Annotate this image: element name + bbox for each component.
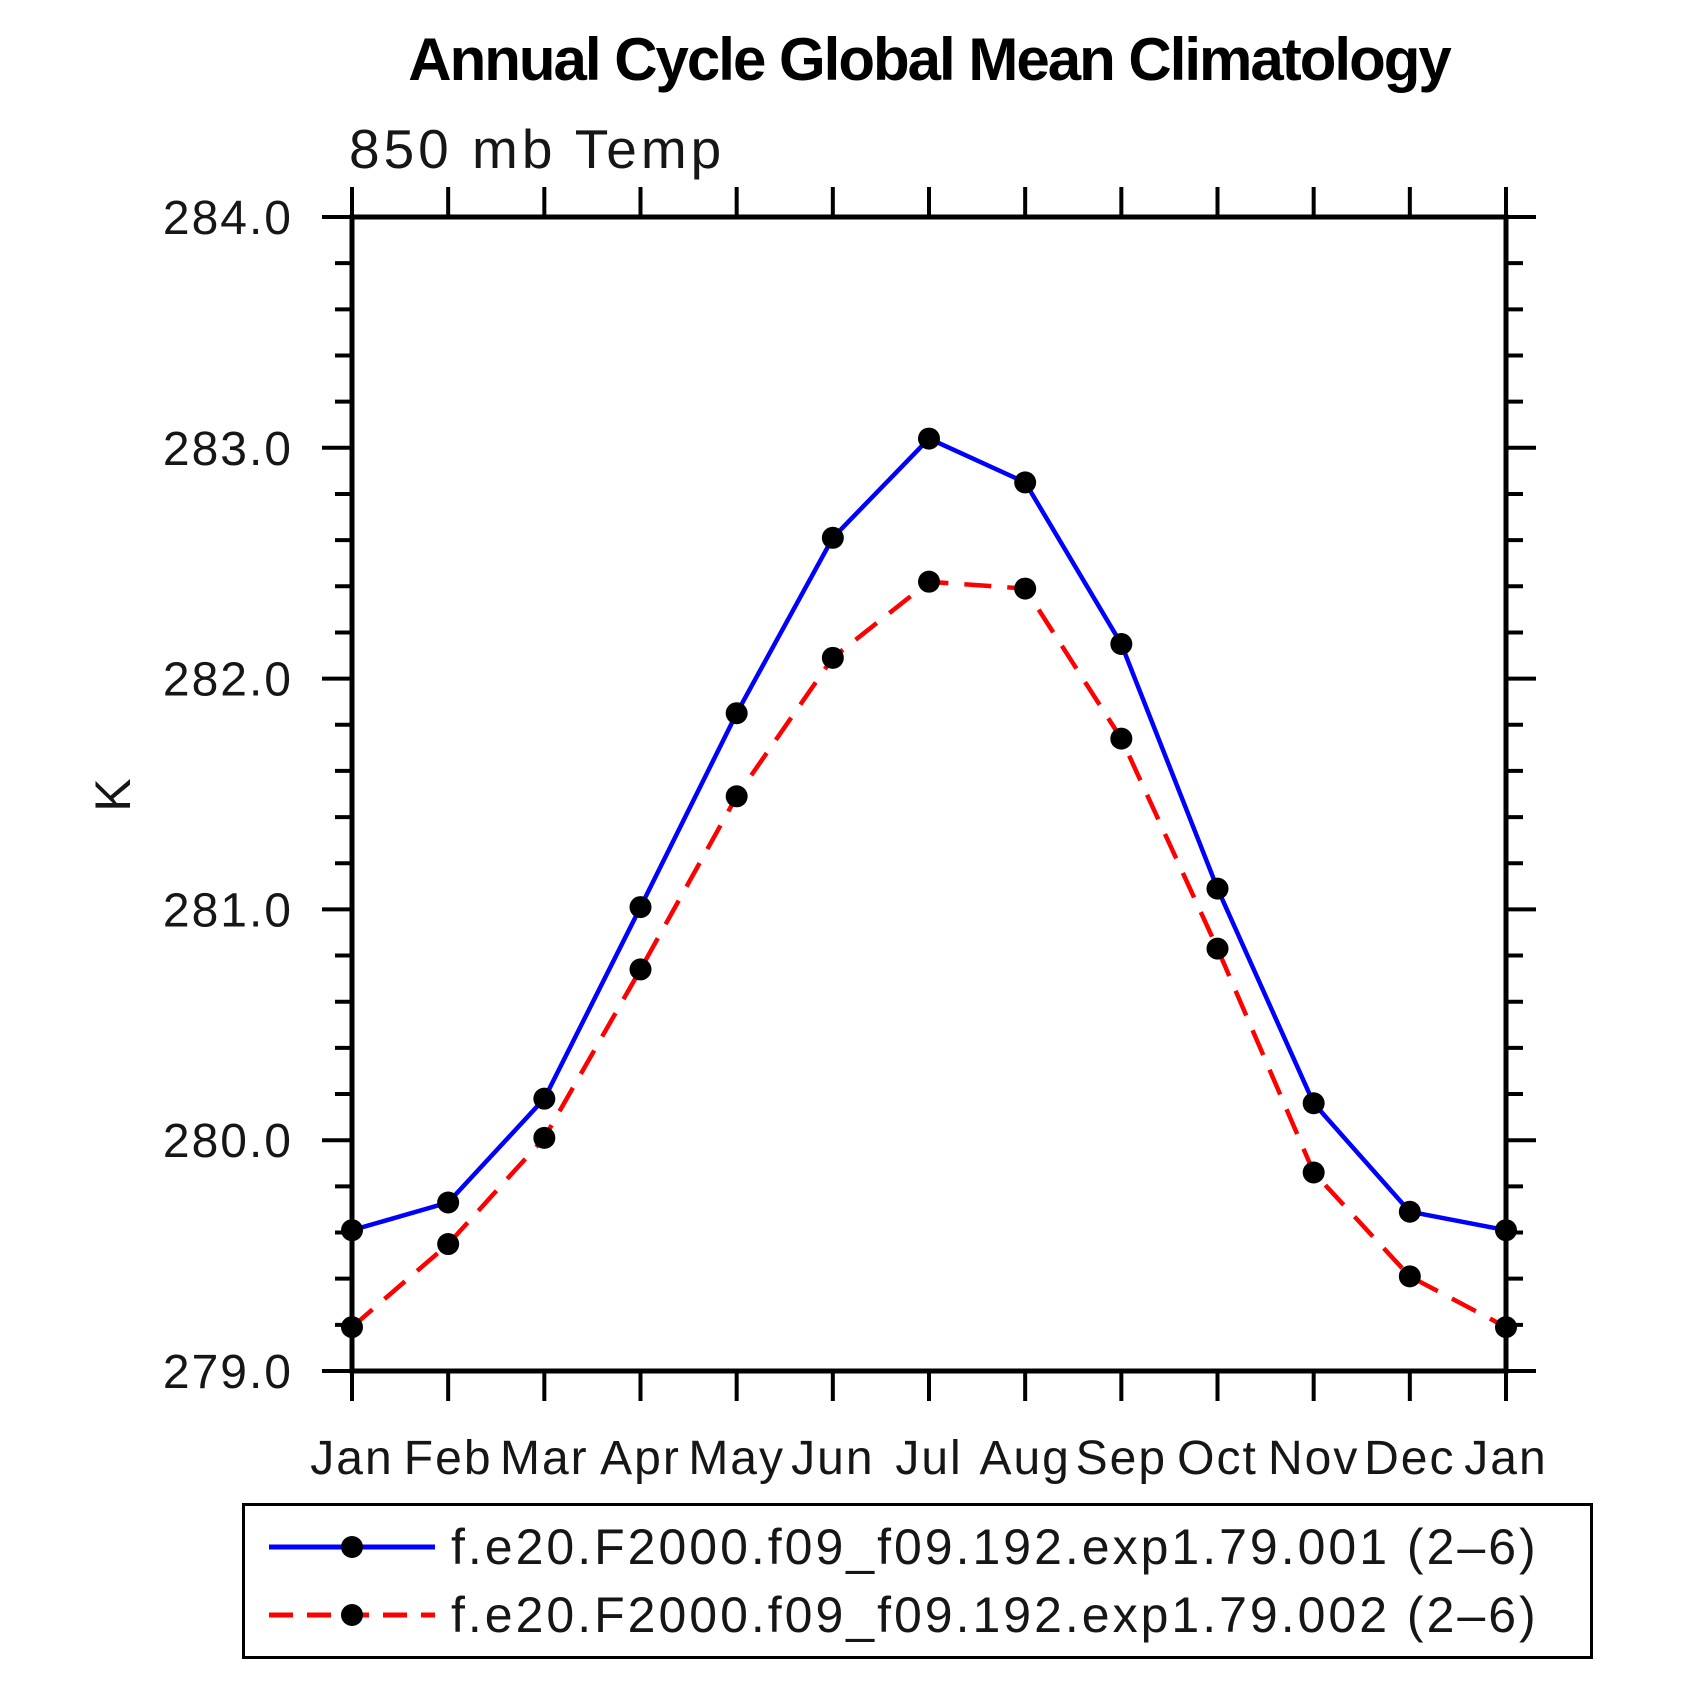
x-tick-label: May (688, 1432, 785, 1485)
series-1-line (351, 436, 1507, 1233)
series-1-marker (1398, 1200, 1421, 1223)
x-tick-label: Jan (310, 1432, 393, 1485)
legend-dashed-line-icon (269, 1604, 435, 1626)
x-tick-label: Mar (500, 1432, 589, 1485)
legend: f.e20.F2000.f09_f09.192.exp1.79.001 (2–6… (242, 1503, 1593, 1659)
legend-label-series-1: f.e20.F2000.f09_f09.192.exp1.79.001 (2–6… (451, 1519, 1539, 1575)
x-tick-label: Oct (1177, 1432, 1258, 1485)
series-1-marker (629, 896, 652, 919)
series-1-marker (341, 1219, 363, 1242)
series-1-marker (1302, 1092, 1325, 1115)
x-tick-label: Jun (791, 1432, 874, 1485)
legend-solid-line-icon (269, 1536, 435, 1558)
y-tick-label: 282.0 (163, 654, 293, 707)
series-2-marker (1206, 937, 1229, 960)
y-tick-label: 279.0 (163, 1346, 293, 1399)
legend-entry-series-2: f.e20.F2000.f09_f09.192.exp1.79.002 (2–6… (265, 1581, 1590, 1649)
x-tick-label: Aug (979, 1432, 1070, 1485)
x-tick-label: Feb (404, 1432, 493, 1485)
x-tick-label: Jan (1464, 1432, 1547, 1485)
legend-label-series-2: f.e20.F2000.f09_f09.192.exp1.79.002 (2–6… (451, 1587, 1539, 1643)
x-tick-label: Apr (600, 1432, 681, 1485)
x-tick-label: Dec (1364, 1432, 1455, 1485)
series-2-marker (629, 958, 652, 981)
series-2-marker (918, 570, 940, 593)
x-tick-label: Jul (895, 1432, 962, 1485)
series-2-marker (533, 1126, 556, 1149)
x-tick-label: Nov (1268, 1432, 1359, 1485)
series-2-marker (1302, 1161, 1325, 1184)
plot-box (349, 214, 1509, 1374)
series-1-marker (725, 702, 748, 725)
chart-subtitle: 850 mb Temp (349, 118, 726, 180)
y-tick-label: 284.0 (163, 192, 293, 245)
series-1-marker (533, 1087, 556, 1110)
legend-entry-series-1: f.e20.F2000.f09_f09.192.exp1.79.001 (2–6… (265, 1513, 1590, 1581)
series-1-marker (1206, 877, 1229, 900)
y-tick-label: 281.0 (163, 884, 293, 937)
series-1-marker (437, 1191, 460, 1214)
series-2-marker (1495, 1316, 1517, 1339)
series-1-marker (1014, 471, 1037, 494)
series-2-marker (341, 1316, 363, 1339)
series-1-marker (918, 427, 940, 450)
series-2-marker (1014, 577, 1037, 600)
series-2-marker (1110, 727, 1133, 750)
series-1-marker (821, 526, 844, 549)
y-tick-label: 283.0 (163, 423, 293, 476)
series-1-marker (1495, 1219, 1517, 1242)
x-tick-label: Sep (1076, 1432, 1167, 1485)
series-1-marker (1110, 632, 1133, 655)
series-2-marker (821, 646, 844, 669)
chart-title: Annual Cycle Global Mean Climatology (408, 26, 1452, 93)
series-2-marker (1398, 1265, 1421, 1288)
series-2-marker (437, 1233, 460, 1256)
series-2-marker (725, 785, 748, 808)
y-tick-label: 280.0 (163, 1115, 293, 1168)
series-2-line (350, 579, 1508, 1330)
